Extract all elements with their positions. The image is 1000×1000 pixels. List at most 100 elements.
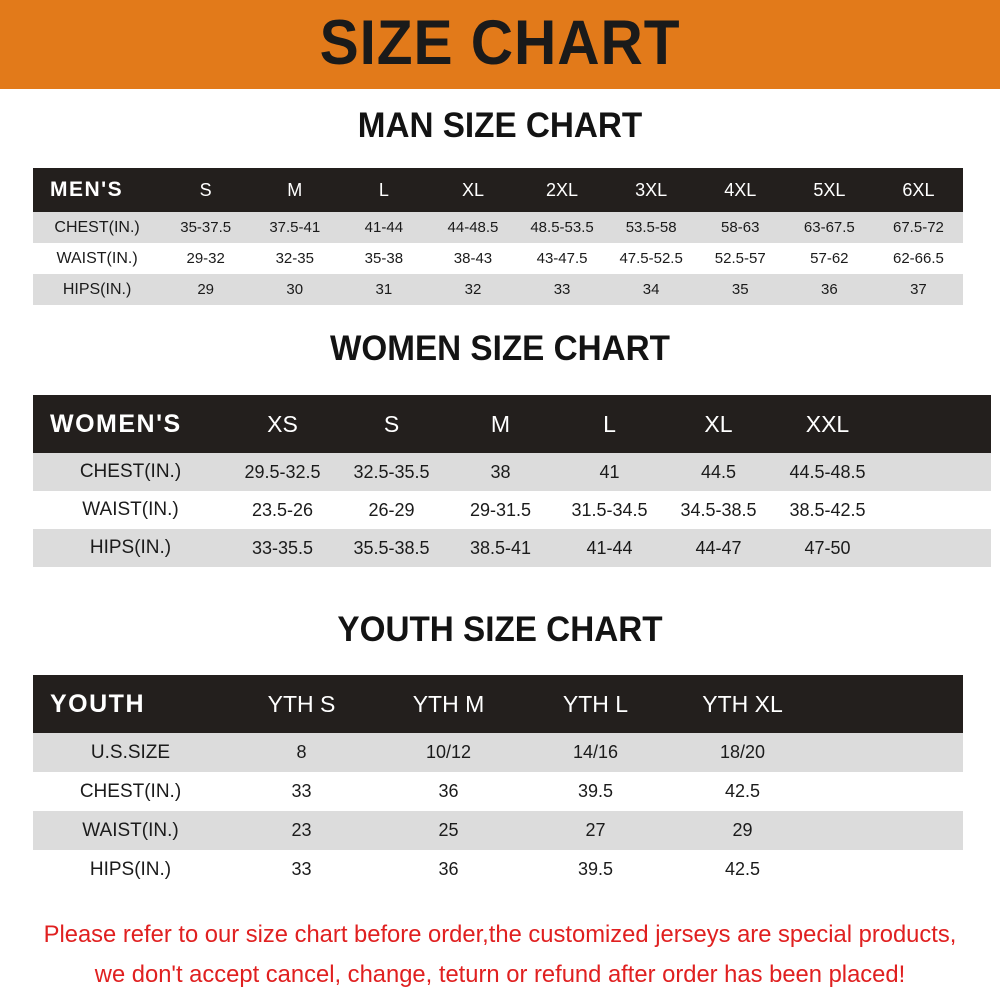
women-size-header-empty [882,395,991,453]
women-row-label: CHEST(IN.) [79,461,182,482]
women-cell: 34.5-38.5 [680,499,757,520]
youth-cell-empty [816,733,963,772]
table-row: WAIST(IN.) 23.5-26 26-29 29-31.5 31.5-34… [33,491,991,529]
men-cell: 31 [375,281,393,298]
youth-cell: 25 [438,820,459,840]
women-header-row: WOMEN'S XS S M L XL XXL [33,395,991,453]
youth-cell: 18/20 [719,742,766,762]
women-cell-empty [882,491,991,529]
men-size-table: MEN'S S M L XL 2XL 3XL 4XL 5XL 6XL CHEST… [33,168,963,305]
men-size-header: XL [461,179,484,200]
women-cell: 38 [490,461,511,482]
men-size-header: L [378,179,389,200]
youth-header-row: YOUTH YTH S YTH M YTH L YTH XL [33,675,963,733]
page-banner: SIZE CHART [0,0,1000,89]
section-title-youth: YOUTH SIZE CHART [337,610,663,649]
men-cell: 38-43 [453,250,493,267]
women-cell: 41-44 [586,537,633,558]
youth-row-label: CHEST(IN.) [79,780,182,802]
women-cell-empty [882,529,991,567]
women-cell: 29.5-32.5 [244,461,321,482]
men-cell: 33 [553,281,571,298]
men-cell: 41-44 [364,219,404,236]
women-cell: 32.5-35.5 [353,461,430,482]
women-cell: 29-31.5 [469,499,532,520]
youth-cell: 39.5 [577,781,614,801]
women-size-header: L [603,410,616,437]
footer-line-1: Please refer to our size chart before or… [43,921,957,948]
men-cell: 52.5-57 [714,250,766,267]
table-row: HIPS(IN.) 33 36 39.5 42.5 [33,850,963,889]
youth-cell-empty [816,811,963,850]
women-size-header: M [490,410,511,437]
men-cell: 67.5-72 [893,219,944,236]
men-corner-label: MEN'S [50,178,124,201]
page-title: SIZE CHART [319,8,681,78]
men-row-label: CHEST(IN.) [54,218,140,236]
men-cell: 63-67.5 [803,219,855,236]
women-cell: 47-50 [804,537,851,558]
men-cell: 32 [464,281,482,298]
women-size-header: XS [267,410,298,437]
youth-cell: 29 [732,820,753,840]
youth-cell: 23 [291,820,312,840]
women-cell: 44-47 [695,537,742,558]
men-cell: 35 [731,281,749,298]
youth-cell: 42.5 [724,781,761,801]
youth-cell-empty [816,772,963,811]
youth-cell: 39.5 [577,859,614,879]
youth-row-label: WAIST(IN.) [82,819,179,841]
youth-row-label: HIPS(IN.) [89,858,172,880]
table-row: U.S.SIZE 8 10/12 14/16 18/20 [33,733,963,772]
women-size-table: WOMEN'S XS S M L XL XXL CHEST(IN.) 29.5-… [33,395,991,567]
men-row-label: HIPS(IN.) [62,280,132,298]
men-cell: 57-62 [810,250,849,267]
women-cell: 38.5-42.5 [789,499,866,520]
women-cell: 41 [599,461,620,482]
youth-size-header: YTH M [412,690,485,717]
youth-size-table: YOUTH YTH S YTH M YTH L YTH XL U.S.SIZE … [33,675,963,889]
women-cell: 35.5-38.5 [353,537,430,558]
men-size-header: 5XL [813,179,846,200]
youth-cell: 36 [438,859,459,879]
men-size-header: 2XL [546,179,579,200]
men-size-header: S [199,179,212,200]
table-row: WAIST(IN.) 29-32 32-35 35-38 38-43 43-47… [33,243,963,274]
men-cell: 37 [910,281,927,298]
women-cell: 38.5-41 [469,537,532,558]
men-cell: 37.5-41 [269,219,321,236]
men-cell: 29-32 [186,250,225,267]
men-cell: 35-37.5 [180,219,232,236]
youth-row-label: U.S.SIZE [90,741,171,763]
footer-line-2: we don't accept cancel, change, teturn o… [94,961,906,988]
women-cell-empty [882,453,991,491]
men-cell: 44-48.5 [447,219,499,236]
youth-cell: 8 [296,742,307,762]
men-cell: 30 [286,281,304,298]
men-size-header: 3XL [635,179,668,200]
youth-cell: 33 [291,859,312,879]
table-row: HIPS(IN.) 33-35.5 35.5-38.5 38.5-41 41-4… [33,529,991,567]
table-row: CHEST(IN.) 33 36 39.5 42.5 [33,772,963,811]
section-title-women: WOMEN SIZE CHART [330,329,670,368]
men-cell: 43-47.5 [536,250,588,267]
table-row: CHEST(IN.) 29.5-32.5 32.5-35.5 38 41 44.… [33,453,991,491]
men-size-header: 4XL [724,179,757,200]
youth-cell-empty [816,850,963,889]
youth-size-header: YTH XL [702,690,783,717]
youth-size-header: YTH L [562,690,629,717]
youth-size-chart-block: YOUTH YTH S YTH M YTH L YTH XL U.S.SIZE … [33,675,963,889]
women-corner-label: WOMEN'S [50,409,182,438]
women-cell: 44.5-48.5 [789,461,866,482]
section-title-men: MAN SIZE CHART [357,106,643,145]
youth-size-header-empty [816,675,963,733]
men-cell: 34 [642,281,660,298]
table-row: HIPS(IN.) 29 30 31 32 33 34 35 36 37 [33,274,963,305]
women-row-label: WAIST(IN.) [82,499,179,520]
men-cell: 32-35 [275,250,314,267]
youth-cell: 42.5 [724,859,761,879]
women-size-chart-block: WOMEN'S XS S M L XL XXL CHEST(IN.) 29.5-… [33,395,991,567]
youth-cell: 27 [585,820,606,840]
women-size-header: XXL [805,410,850,437]
